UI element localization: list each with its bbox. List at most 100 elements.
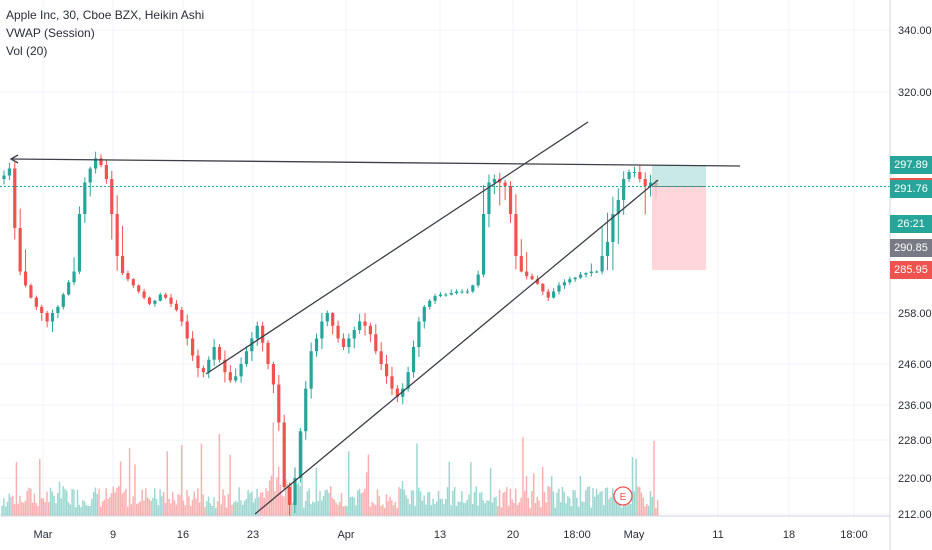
- volume-bar: [37, 506, 39, 516]
- volume-bar: [189, 506, 192, 516]
- volume-bar: [594, 496, 596, 516]
- long-position-target-zone[interactable]: [652, 165, 706, 187]
- volume-bar: [315, 467, 318, 516]
- candle-body: [476, 274, 480, 286]
- volume-bar: [563, 491, 565, 516]
- volume-bar: [92, 491, 95, 516]
- volume-bar: [588, 486, 591, 516]
- volume-bar: [407, 498, 409, 516]
- candle-body: [104, 165, 108, 179]
- volume-bar: [552, 491, 555, 516]
- volume-bar: [538, 500, 540, 516]
- candle-body: [341, 338, 346, 347]
- volume-bar: [471, 504, 474, 516]
- vwap-indicator-label[interactable]: VWAP (Session): [6, 26, 95, 40]
- volume-bar: [317, 501, 319, 516]
- volume-bar: [8, 493, 10, 516]
- volume-bar: [401, 481, 404, 516]
- long-position-stop-zone[interactable]: [652, 186, 706, 271]
- volume-bar: [19, 495, 21, 516]
- candle-body: [438, 294, 443, 297]
- x-tick-label: Apr: [337, 529, 354, 541]
- candle-body: [217, 347, 222, 360]
- candle-body: [455, 291, 459, 294]
- candle-body: [131, 279, 135, 286]
- volume-bar: [507, 505, 510, 516]
- volume-bar: [159, 489, 161, 516]
- candle-body: [325, 313, 329, 322]
- earnings-marker[interactable]: E: [613, 486, 633, 506]
- volume-bar: [640, 492, 643, 516]
- volume-bar: [491, 502, 494, 516]
- volume-bar: [522, 437, 524, 516]
- volume-bar: [619, 502, 621, 516]
- volume-bar: [561, 486, 564, 516]
- candle-body: [347, 338, 351, 347]
- volume-bar: [285, 479, 287, 516]
- volume-bar: [98, 488, 100, 516]
- volume-bar: [303, 507, 305, 516]
- volume-bar: [3, 498, 5, 516]
- volume-bar: [136, 503, 138, 516]
- volume-bar: [28, 487, 30, 516]
- volume-bar: [653, 440, 655, 516]
- price-scale-label: 26:21: [890, 214, 932, 233]
- channel-lower-line[interactable]: [254, 179, 659, 515]
- candle-body: [535, 279, 540, 284]
- volume-bar: [626, 505, 628, 516]
- x-tick-label: Mar: [34, 529, 53, 541]
- volume-bar: [531, 491, 533, 516]
- candle-body: [519, 256, 523, 272]
- volume-bar: [224, 495, 226, 516]
- candle-body: [174, 303, 179, 310]
- volume-indicator-label[interactable]: Vol (20): [6, 44, 48, 58]
- channel-upper-line[interactable]: [205, 121, 589, 375]
- candle-body: [120, 256, 125, 274]
- candle-body: [358, 321, 362, 330]
- candle-body: [304, 388, 308, 432]
- candle-body: [137, 285, 141, 292]
- volume-bar: [308, 488, 310, 516]
- volume-bar: [58, 481, 61, 516]
- volume-bar: [434, 503, 436, 516]
- volume-bar: [197, 488, 199, 516]
- candle-body: [406, 372, 410, 389]
- volume-bar: [277, 466, 280, 516]
- volume-bar: [480, 492, 483, 516]
- x-tick-label: 13: [434, 529, 446, 541]
- volume-bar: [597, 494, 600, 516]
- volume-bar: [94, 487, 97, 516]
- volume-bar: [67, 502, 70, 516]
- volume-bar: [421, 500, 424, 516]
- candle-body: [255, 325, 259, 339]
- candle-body: [352, 330, 356, 339]
- candle-body: [600, 256, 604, 272]
- volume-bar: [585, 490, 587, 516]
- volume-bar: [344, 505, 346, 516]
- candle-body: [331, 313, 335, 326]
- volume-bar: [182, 500, 185, 516]
- volume-bar: [656, 499, 659, 516]
- volume-bar: [249, 493, 251, 516]
- x-tick-label: 23: [247, 529, 259, 541]
- volume-bar: [453, 487, 456, 516]
- volume-bar: [545, 502, 548, 516]
- symbol-title[interactable]: Apple Inc, 30, Cboe BZX, Heikin Ashi: [6, 8, 205, 22]
- candle-body: [126, 273, 130, 280]
- candle-body: [23, 271, 28, 286]
- candle-body: [266, 342, 270, 364]
- volume-bar: [646, 503, 648, 516]
- volume-bar: [515, 488, 517, 516]
- candle-body: [552, 291, 556, 298]
- volume-bar: [416, 443, 418, 516]
- resistance-trendline[interactable]: [11, 158, 741, 167]
- volume-bar: [265, 488, 267, 516]
- candle-body: [589, 271, 593, 274]
- volume-bar: [362, 492, 364, 516]
- volume-bar: [382, 504, 384, 516]
- trendline-drawings[interactable]: E: [0, 121, 890, 515]
- volume-bar: [389, 496, 391, 516]
- volume-bar: [233, 502, 235, 516]
- volume-bar: [568, 497, 571, 516]
